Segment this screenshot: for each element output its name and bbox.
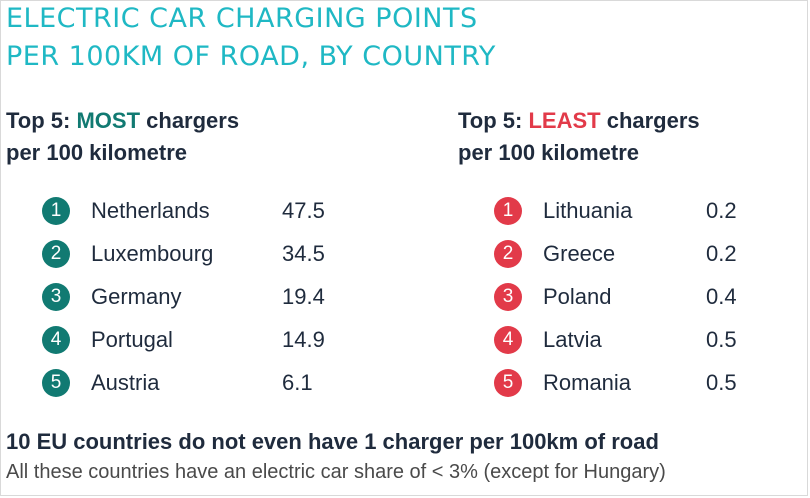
least-heading-line2: per 100 kilometre [458, 140, 639, 165]
charger-value: 6.1 [282, 369, 313, 395]
title-line-1: ELECTRIC CAR CHARGING POINTS [6, 3, 478, 34]
most-heading-suffix: chargers [140, 108, 240, 133]
most-row-2: 2 Luxembourg 34.5 [42, 232, 325, 275]
country-name: Greece [543, 240, 616, 266]
least-row-5: 5 Romania 0.5 [494, 361, 737, 404]
most-row-3: 3 Germany 19.4 [42, 275, 325, 318]
most-chargers-list: 1 Netherlands 47.5 2 Luxembourg 34.5 3 G… [42, 189, 325, 404]
least-row-3: 3 Poland 0.4 [494, 275, 737, 318]
charger-value: 19.4 [282, 283, 325, 309]
most-row-5: 5 Austria 6.1 [42, 361, 313, 404]
rank-badge: 5 [42, 368, 70, 397]
least-heading-suffix: chargers [600, 108, 700, 133]
charger-value: 14.9 [282, 326, 325, 352]
charger-value: 47.5 [282, 197, 325, 223]
rank-badge: 3 [494, 282, 522, 311]
rank-badge: 4 [42, 325, 70, 354]
country-name: Poland [543, 283, 612, 309]
most-heading-highlight: MOST [76, 108, 141, 133]
charger-value: 0.2 [706, 240, 737, 266]
least-chargers-list: 1 Lithuania 0.2 2 Greece 0.2 3 Poland 0.… [494, 189, 737, 404]
country-name: Lithuania [543, 197, 633, 223]
rank-badge: 1 [494, 196, 522, 225]
least-row-2: 2 Greece 0.2 [494, 232, 737, 275]
least-heading-prefix: Top 5: [458, 108, 529, 133]
country-name: Romania [543, 369, 632, 395]
country-name: Latvia [543, 326, 602, 352]
most-heading-line2: per 100 kilometre [6, 140, 187, 165]
most-heading-prefix: Top 5: [6, 108, 77, 133]
most-row-1: 1 Netherlands 47.5 [42, 189, 325, 232]
charger-value: 0.2 [706, 197, 737, 223]
rank-badge: 5 [494, 368, 522, 397]
footer-headline: 10 EU countries do not even have 1 charg… [6, 429, 659, 454]
charger-value: 0.5 [706, 326, 737, 352]
rank-badge: 2 [494, 239, 522, 268]
rank-badge: 2 [42, 239, 70, 268]
rank-badge: 1 [42, 196, 70, 225]
country-name: Germany [91, 283, 182, 309]
most-row-4: 4 Portugal 14.9 [42, 318, 325, 361]
rank-badge: 4 [494, 325, 522, 354]
rank-badge: 3 [42, 282, 70, 311]
least-row-4: 4 Latvia 0.5 [494, 318, 737, 361]
country-name: Austria [91, 369, 160, 395]
least-heading-highlight: LEAST [528, 108, 601, 133]
least-row-1: 1 Lithuania 0.2 [494, 189, 737, 232]
footer-note: All these countries have an electric car… [6, 461, 666, 483]
title-line-2: PER 100KM OF ROAD, BY COUNTRY [6, 41, 496, 72]
most-chargers-heading: Top 5: MOST chargers per 100 kilometre [6, 105, 239, 169]
charger-value: 0.4 [706, 283, 737, 309]
least-chargers-heading: Top 5: LEAST chargers per 100 kilometre [458, 105, 700, 169]
charger-value: 0.5 [706, 369, 737, 395]
charger-value: 34.5 [282, 240, 325, 266]
country-name: Luxembourg [91, 240, 214, 266]
country-name: Portugal [91, 326, 173, 352]
country-name: Netherlands [91, 197, 210, 223]
